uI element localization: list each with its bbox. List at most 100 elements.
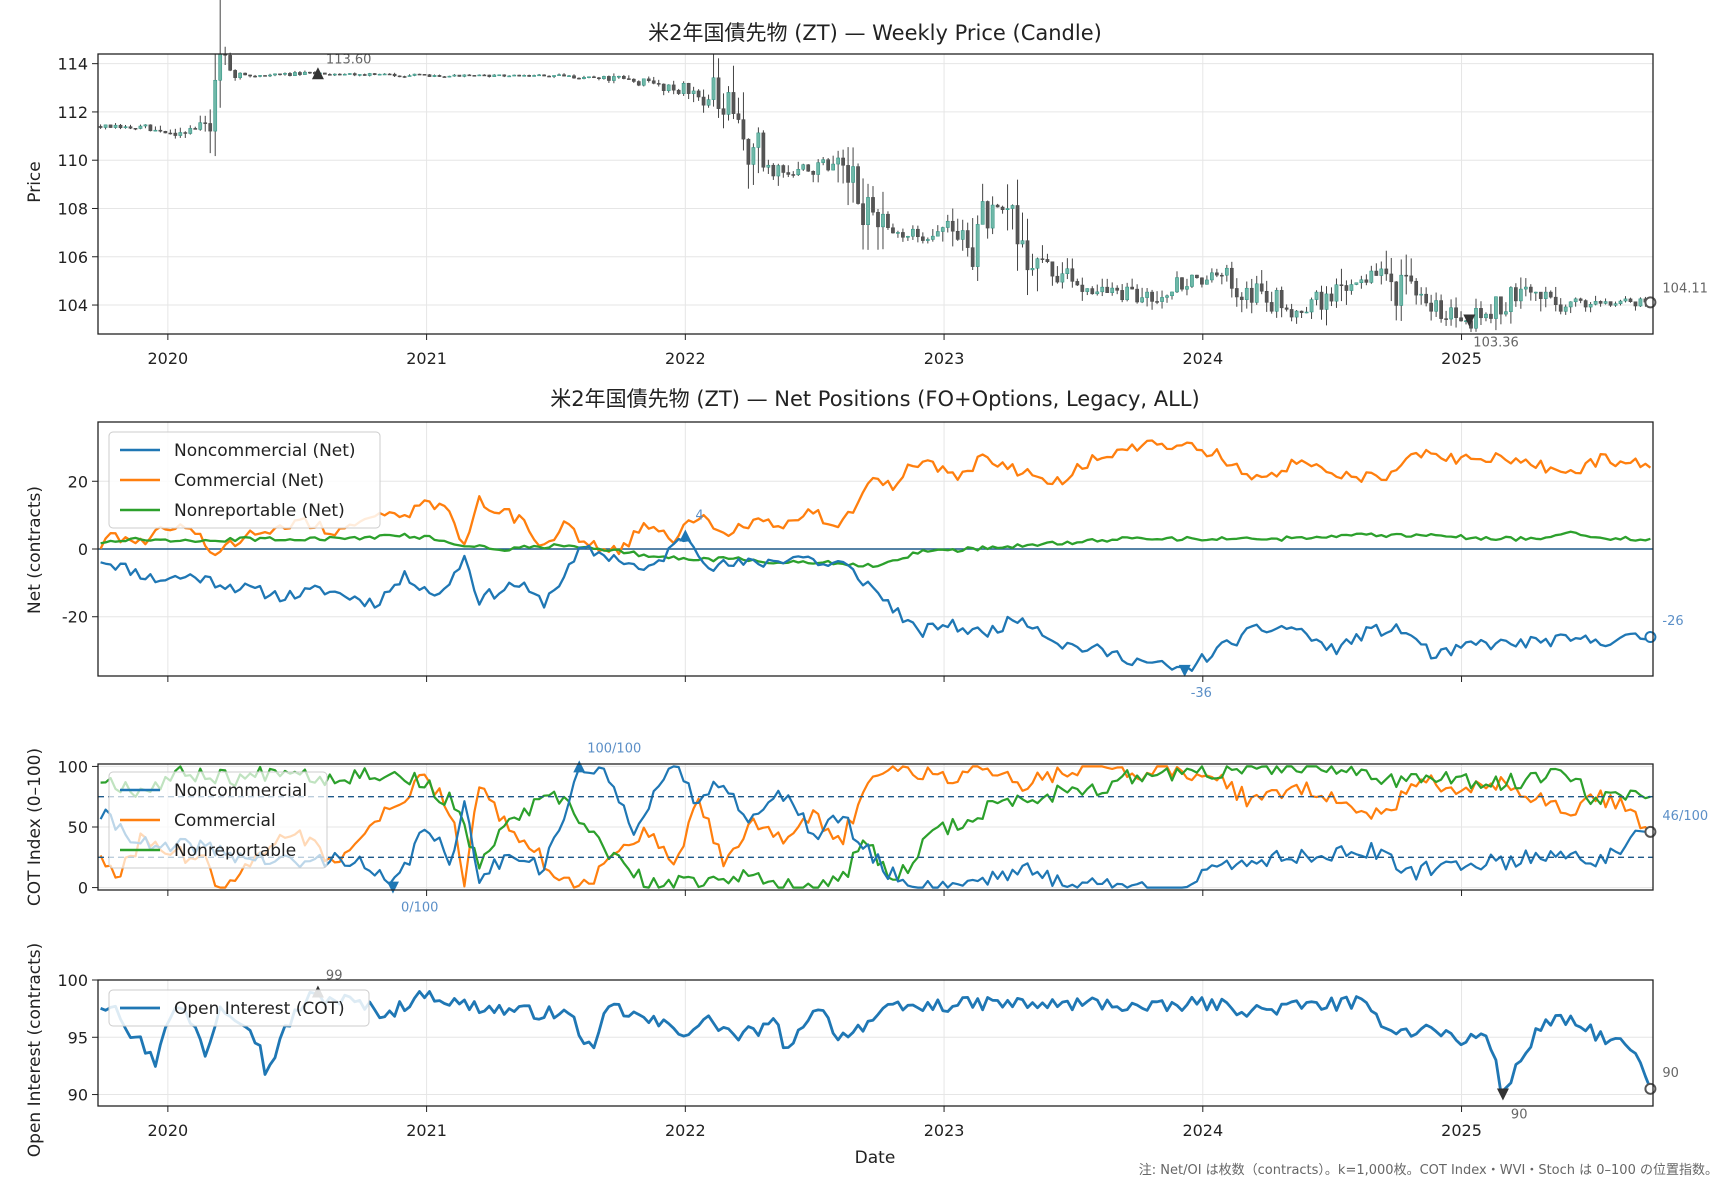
candle-body bbox=[1394, 281, 1399, 306]
candle-body bbox=[173, 132, 178, 136]
candle-body bbox=[1005, 208, 1010, 210]
candle-body bbox=[1588, 304, 1593, 308]
candle-body bbox=[1010, 205, 1015, 209]
candle-body bbox=[930, 235, 935, 240]
candle-body bbox=[562, 74, 566, 77]
candle-body bbox=[372, 73, 377, 75]
cot-legend-noncommercial: Noncommercial bbox=[174, 781, 307, 801]
candle-body bbox=[886, 213, 890, 228]
x-axis-label: Date bbox=[855, 1148, 896, 1168]
candle-body bbox=[587, 76, 591, 78]
candle-body bbox=[472, 75, 477, 77]
candle-body bbox=[572, 75, 576, 79]
cot-ytick-label: 100 bbox=[57, 757, 88, 776]
candle-body bbox=[1170, 291, 1174, 297]
candle-body bbox=[871, 197, 875, 213]
candle-body bbox=[183, 132, 188, 134]
candle-body bbox=[945, 220, 950, 228]
candle-body bbox=[1494, 296, 1498, 319]
net-y-axis-label: Net (contracts) bbox=[25, 486, 45, 614]
candle-body bbox=[1070, 268, 1075, 282]
candle-body bbox=[1603, 301, 1608, 304]
candle-body bbox=[527, 75, 532, 77]
candle-body bbox=[1239, 296, 1244, 300]
oi-xtick-label: 2023 bbox=[924, 1121, 965, 1140]
price-xtick-label: 2023 bbox=[924, 349, 965, 368]
candle-body bbox=[826, 159, 831, 171]
candle-body bbox=[582, 77, 586, 80]
candle-body bbox=[786, 172, 791, 175]
candle-body bbox=[1334, 284, 1339, 302]
candle-body bbox=[1080, 284, 1085, 292]
candle-body bbox=[1229, 267, 1234, 289]
candle-body bbox=[1135, 288, 1139, 303]
candle-body bbox=[1553, 296, 1558, 305]
candle-body bbox=[1429, 302, 1433, 312]
candle-body bbox=[716, 77, 721, 109]
candle-body bbox=[133, 128, 138, 130]
oi-ytick-label: 100 bbox=[57, 971, 88, 990]
candle-body bbox=[1573, 298, 1578, 303]
candle-body bbox=[1354, 282, 1359, 285]
cot-ytick-label: 50 bbox=[68, 818, 88, 837]
candle-body bbox=[298, 72, 302, 75]
price-ytick-label: 106 bbox=[57, 248, 88, 267]
candle-body bbox=[691, 90, 696, 94]
net-line-noncommercial bbox=[100, 537, 1651, 672]
candle-body bbox=[676, 89, 681, 94]
candle-body bbox=[1040, 258, 1045, 260]
candle-body bbox=[1284, 307, 1289, 310]
candle-body bbox=[477, 74, 482, 77]
price-max-marker bbox=[311, 67, 324, 80]
candle-body bbox=[1359, 279, 1364, 283]
net-last-annotation: -26 bbox=[1662, 614, 1683, 629]
candle-body bbox=[1274, 290, 1279, 312]
candle-body bbox=[1215, 272, 1219, 276]
candle-body bbox=[1568, 301, 1573, 308]
candle-body bbox=[1309, 299, 1314, 313]
candle-body bbox=[1244, 287, 1249, 300]
net-legend-nonreportable: Nonreportable (Net) bbox=[174, 501, 345, 521]
candle-body bbox=[487, 74, 492, 77]
candle-body bbox=[1090, 288, 1095, 295]
oi-legend-box bbox=[108, 989, 370, 1027]
net-ytick-label: 20 bbox=[68, 472, 88, 491]
price-ytick-label: 108 bbox=[57, 199, 88, 218]
candle-body bbox=[203, 122, 208, 124]
candle-body bbox=[631, 78, 636, 82]
candle-body bbox=[1110, 287, 1115, 293]
net-legend: Noncommercial (Net) Commercial (Net) Non… bbox=[108, 431, 381, 529]
price-xtick-label: 2021 bbox=[406, 349, 447, 368]
candle-body bbox=[911, 228, 915, 237]
price-chart-title: 米2年国債先物 (ZT) — Weekly Price (Candle) bbox=[648, 21, 1102, 45]
candle-body bbox=[1583, 300, 1588, 308]
candle-body bbox=[721, 108, 726, 115]
candle-body bbox=[532, 75, 536, 77]
cot-line-nonreportable bbox=[100, 765, 1651, 889]
candle-body bbox=[1324, 293, 1329, 310]
candle-body bbox=[1234, 288, 1239, 298]
cot-plot-frame bbox=[97, 763, 1654, 891]
candle-body bbox=[1404, 274, 1409, 277]
oi-legend: Open Interest (COT) bbox=[108, 989, 370, 1027]
candle-body bbox=[198, 122, 203, 130]
candle-body bbox=[1389, 273, 1394, 283]
candle-body bbox=[1000, 206, 1005, 210]
candle-body bbox=[1015, 205, 1020, 245]
candle-body bbox=[497, 74, 502, 77]
candle-body bbox=[1299, 310, 1304, 313]
candle-body bbox=[781, 165, 786, 173]
candle-body bbox=[612, 76, 616, 81]
candle-body bbox=[193, 128, 198, 130]
candle-body bbox=[238, 72, 242, 78]
candle-body bbox=[975, 224, 980, 267]
net-max-annotation: 4 bbox=[695, 508, 703, 523]
candle-body bbox=[228, 55, 233, 71]
candle-body bbox=[1165, 295, 1169, 298]
price-last-annotation: 104.11 bbox=[1662, 281, 1708, 296]
net-plot-frame bbox=[97, 421, 1654, 677]
candle-body bbox=[1249, 287, 1254, 303]
candle-body bbox=[1364, 279, 1369, 283]
oi-panel: Open Interest (contracts) 90 95 100 2020 20… bbox=[25, 943, 1679, 1168]
candle-body bbox=[597, 77, 601, 79]
